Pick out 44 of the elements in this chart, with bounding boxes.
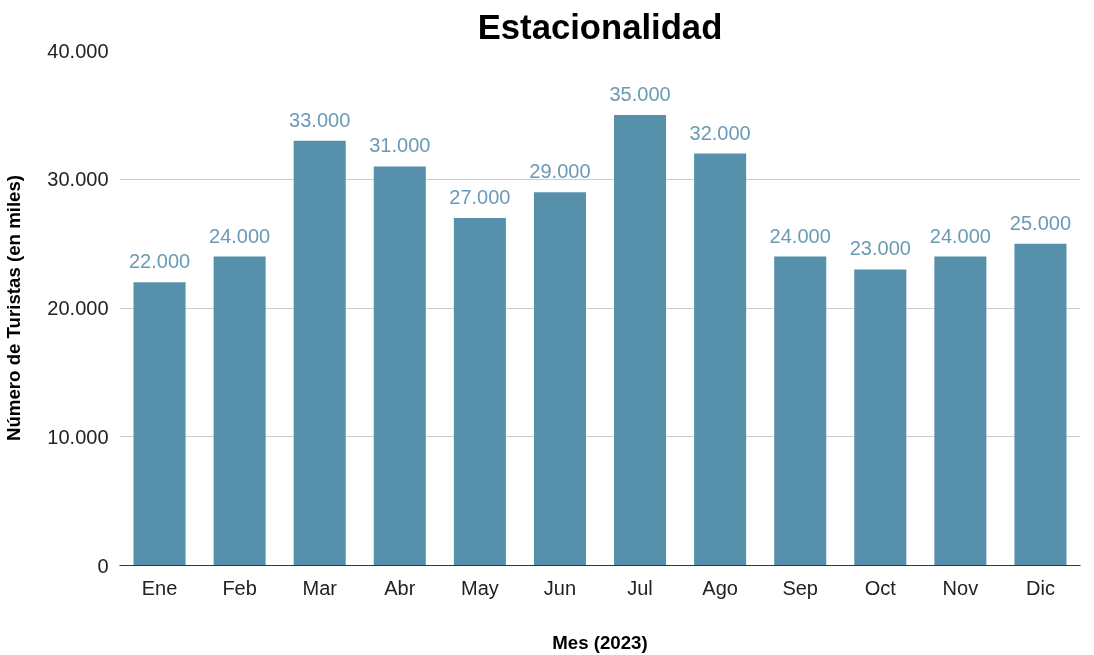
x-tick-label: Dic: [1026, 576, 1055, 599]
bar: [453, 217, 506, 566]
y-tick-label: 30.000: [47, 168, 109, 191]
bar: [934, 256, 987, 566]
data-label: 22.000: [128, 250, 191, 273]
chart-title: Estacionalidad: [477, 7, 723, 46]
x-tick-label: Ago: [702, 576, 738, 599]
data-label: 27.000: [449, 185, 511, 208]
bar: [133, 282, 186, 566]
bar: [854, 269, 907, 566]
data-label: 32.000: [689, 121, 751, 144]
data-label: 24.000: [209, 224, 271, 247]
x-tick-label: Nov: [942, 576, 979, 599]
x-tick-label: Jul: [627, 576, 653, 599]
data-label: 23.000: [849, 237, 911, 260]
bar: [694, 153, 747, 566]
data-label: 29.000: [529, 160, 591, 183]
x-tick-label: May: [460, 576, 499, 599]
x-axis-title: Mes (2023): [552, 631, 648, 653]
bar: [1014, 243, 1067, 566]
data-label: 25.000: [1009, 211, 1072, 234]
data-label: 24.000: [929, 224, 991, 247]
bar: [213, 256, 266, 566]
x-tick-label: Oct: [864, 576, 897, 599]
bar: [293, 140, 346, 566]
data-label: 35.000: [609, 82, 671, 105]
x-tick-label: Ene: [141, 576, 178, 599]
bar: [614, 114, 667, 566]
data-label: 33.000: [289, 108, 351, 131]
y-axis-title: Número de Turistas (en miles): [3, 174, 25, 442]
data-label: 24.000: [769, 224, 831, 247]
bar: [774, 256, 827, 566]
y-tick-label: 0: [97, 554, 109, 577]
x-tick-label: Mar: [302, 576, 338, 599]
y-tick-label: 40.000: [47, 39, 109, 62]
bar: [533, 192, 586, 566]
x-tick-label: Feb: [222, 576, 257, 599]
x-tick-label: Sep: [782, 576, 819, 599]
x-tick-label: Abr: [384, 576, 416, 599]
y-tick-label: 10.000: [47, 425, 109, 448]
bar: [373, 166, 426, 566]
data-label: 31.000: [369, 134, 431, 157]
y-tick-label: 20.000: [47, 297, 109, 319]
x-tick-label: Jun: [543, 576, 577, 599]
